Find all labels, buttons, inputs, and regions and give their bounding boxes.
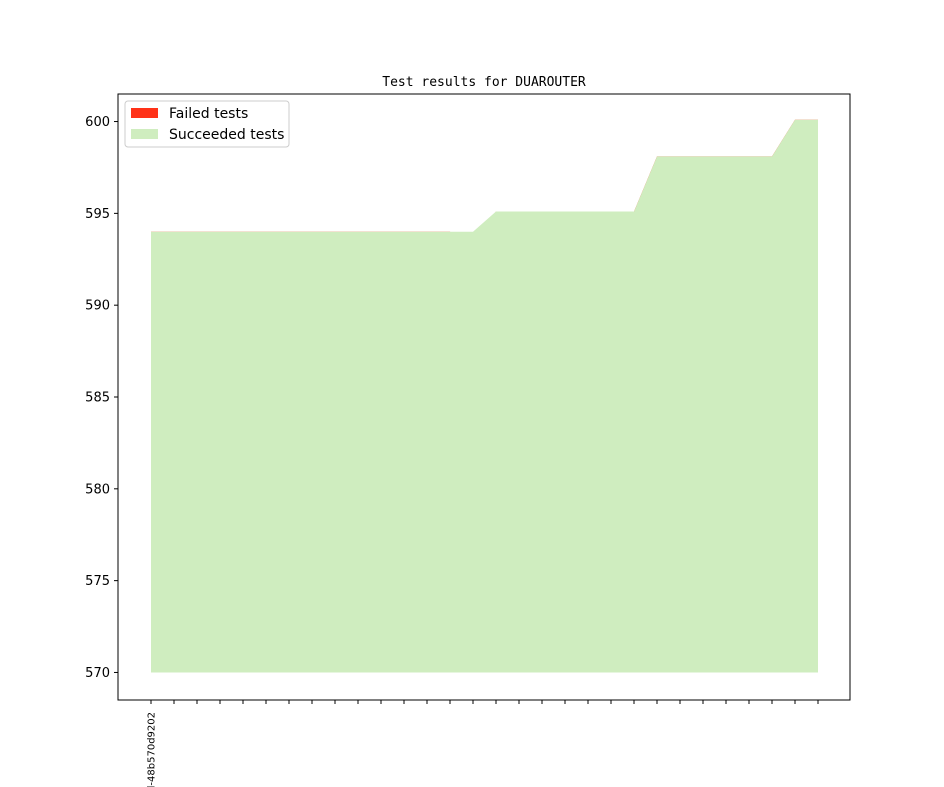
plot-area xyxy=(151,119,818,673)
legend-box xyxy=(124,100,290,148)
x-axis: l-48b570d9202 xyxy=(147,700,819,787)
y-axis: 570 575 580 585 590 595 600 xyxy=(85,115,118,681)
y-tick-label: 580 xyxy=(85,482,110,497)
legend-swatch-succeeded xyxy=(131,129,158,139)
x-tick-label: l-48b570d9202 xyxy=(147,712,158,787)
chart-title: Test results for DUAROUTER xyxy=(382,75,586,90)
legend-label-succeeded: Succeeded tests xyxy=(169,127,284,143)
area-succeeded-tests xyxy=(151,119,818,673)
y-tick-label: 575 xyxy=(85,574,110,589)
legend-label-failed: Failed tests xyxy=(169,106,248,122)
y-tick-label: 600 xyxy=(85,115,110,130)
y-tick-label: 585 xyxy=(85,391,110,406)
y-tick-label: 570 xyxy=(85,666,110,681)
y-tick-label: 595 xyxy=(85,207,110,222)
legend: Failed tests Succeeded tests xyxy=(124,100,290,148)
y-tick-label: 590 xyxy=(85,299,110,314)
legend-swatch-failed xyxy=(131,108,158,118)
